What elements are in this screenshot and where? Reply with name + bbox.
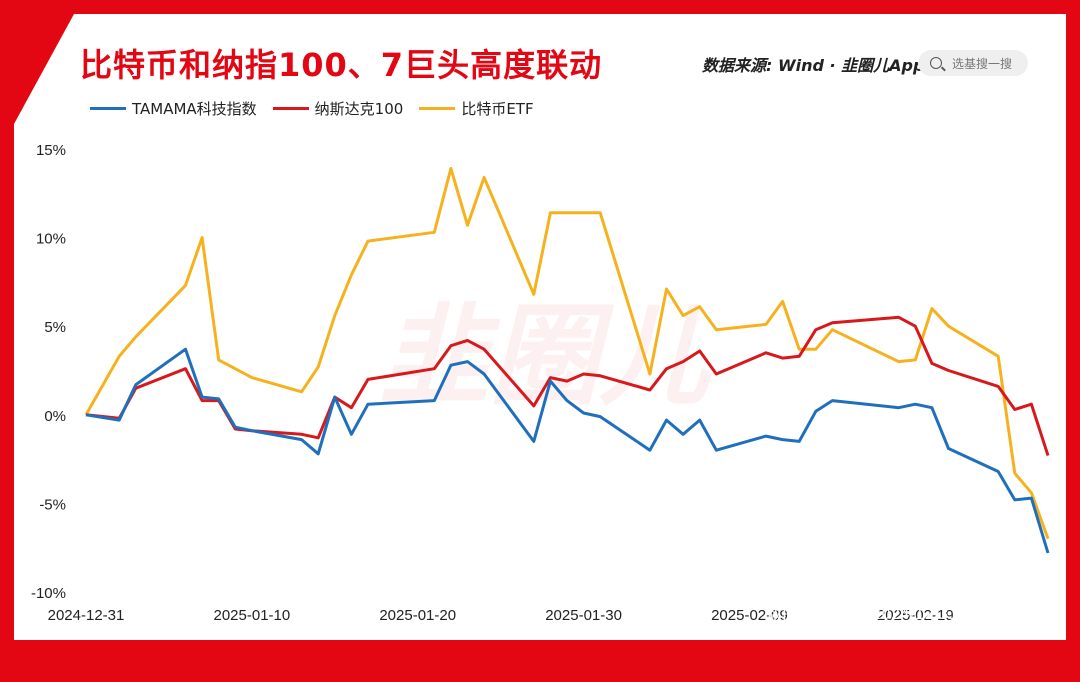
y-tick-label: 5%: [44, 319, 66, 336]
data-source: 数据来源: Wind · 韭圈儿App: [702, 56, 925, 75]
legend-item-tamama: TAMAMA科技指数: [90, 98, 257, 119]
legend-label-nasdaq: 纳斯达克100: [314, 100, 404, 118]
y-tick-label: 10%: [36, 231, 66, 248]
x-tick-label: 2025-02-09: [711, 607, 788, 624]
stat-period: 数据统计区间：2024/12/31-2025/02/27: [766, 605, 1050, 623]
legend: TAMAMA科技指数 纳斯达克100 比特币ETF: [90, 98, 534, 119]
x-tick-label: 2025-01-20: [379, 607, 456, 624]
x-axis: 2024-12-31 2025-01-10 2025-01-20 2025-01-30…: [48, 607, 954, 624]
y-axis: 15% 10% 5% 0% -5% -10%: [31, 142, 66, 602]
x-tick-label: 2025-01-10: [213, 607, 290, 624]
series-line-2: [84, 167, 1050, 540]
series-line-0: [85, 347, 1050, 554]
legend-item-nasdaq: 纳斯达克100: [272, 98, 404, 119]
legend-swatch-btc: [419, 107, 456, 110]
corner-decoration: [14, 14, 74, 124]
y-tick-label: 15%: [36, 142, 66, 159]
chart-card: 比特币和纳指100、7巨头高度联动 数据来源: Wind · 韭圈儿App 选基…: [14, 14, 1066, 640]
legend-swatch-nasdaq: [272, 107, 309, 110]
legend-label-btc: 比特币ETF: [461, 100, 534, 118]
legend-swatch-tamama: [90, 107, 126, 110]
line-chart: 韭圈儿 15%10%5%0%-5%-10% 2024-12-31 2025-01-…: [31, 142, 1050, 624]
search-placeholder: 选基搜一搜: [952, 56, 1013, 71]
legend-label-tamama: TAMAMA科技指数: [132, 100, 257, 118]
y-tick-label: -10%: [31, 585, 66, 602]
search-icon: [930, 57, 942, 69]
search-box[interactable]: 选基搜一搜: [918, 50, 1028, 76]
chart-title: 比特币和纳指100、7巨头高度联动: [80, 46, 603, 84]
legend-item-btc: 比特币ETF: [419, 98, 534, 119]
y-tick-label: -5%: [39, 496, 66, 513]
x-tick-label: 2024-12-31: [48, 607, 125, 624]
x-tick-label: 2025-01-30: [545, 607, 622, 624]
series-lines: [84, 167, 1050, 554]
x-tick-label: 2025-02-19: [877, 607, 954, 624]
y-tick-label: 0%: [44, 408, 66, 425]
